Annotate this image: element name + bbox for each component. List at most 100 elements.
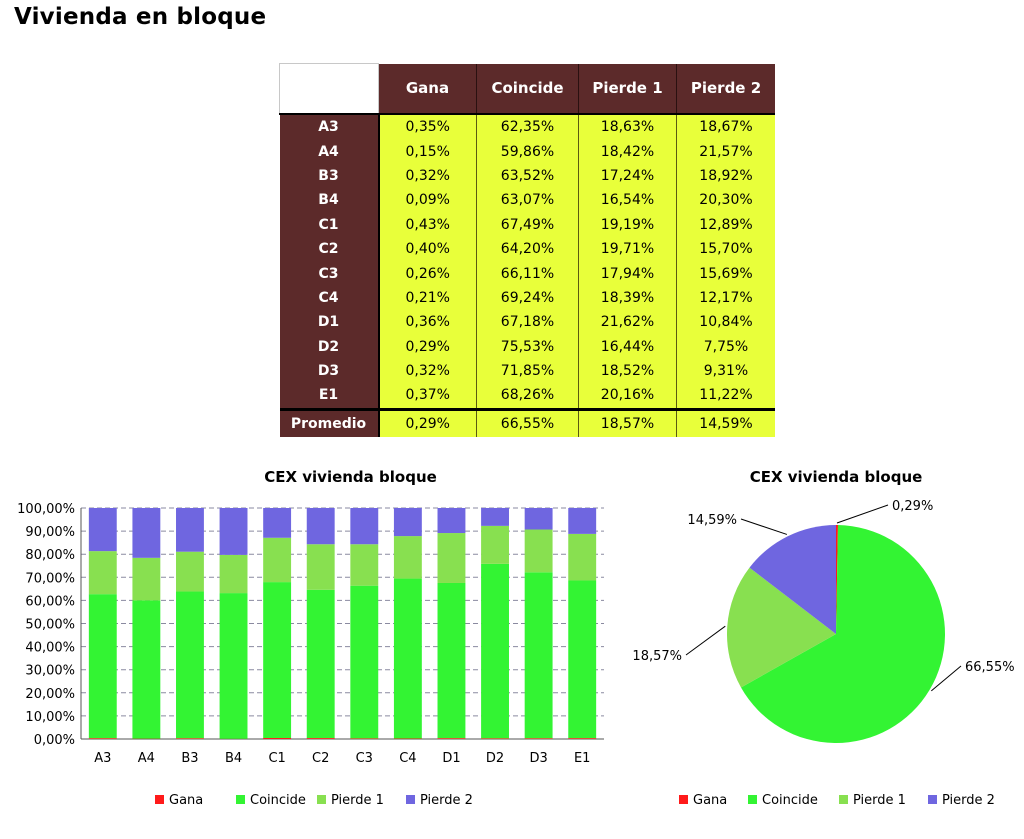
legend-label: Pierde 2 bbox=[942, 793, 995, 808]
row-label: C1 bbox=[279, 212, 380, 237]
legend-label: Gana bbox=[693, 793, 727, 808]
bar-chart-title: CEX vivienda bloque bbox=[264, 468, 437, 486]
table-footer-row: Promedio 0,29% 66,55% 18,57% 14,59% bbox=[279, 407, 775, 437]
x-tick-label: C1 bbox=[268, 751, 285, 766]
bar-pierde-1 bbox=[393, 536, 422, 579]
table-cell: 18,57% bbox=[578, 407, 677, 437]
x-tick-label: B3 bbox=[181, 751, 198, 766]
row-label: C3 bbox=[279, 261, 380, 286]
table-cell: 20,16% bbox=[578, 383, 677, 410]
table-cell: 21,57% bbox=[676, 139, 775, 164]
row-label: A3 bbox=[279, 112, 380, 140]
pie-leader-line bbox=[836, 504, 889, 524]
x-tick-label: C4 bbox=[399, 751, 416, 766]
x-tick-label: A4 bbox=[138, 751, 155, 766]
bar-coincide bbox=[524, 572, 553, 739]
bar-pierde-1 bbox=[350, 544, 379, 586]
table-cell: 67,18% bbox=[476, 310, 579, 335]
bar-pierde-2 bbox=[306, 507, 335, 545]
table-cell: 7,75% bbox=[676, 334, 775, 359]
y-tick-label: 40,00% bbox=[25, 641, 75, 656]
table-cell: 0,32% bbox=[378, 163, 477, 189]
row-label: D3 bbox=[279, 358, 380, 384]
y-tick-label: 10,00% bbox=[25, 710, 75, 725]
table-cell: 0,35% bbox=[378, 112, 477, 140]
row-label: B4 bbox=[279, 188, 380, 213]
table-cell: 15,69% bbox=[676, 261, 775, 286]
x-tick-label: E1 bbox=[574, 751, 591, 766]
legend-label: Coincide bbox=[762, 793, 818, 808]
x-tick-label: D2 bbox=[486, 751, 504, 766]
x-tick-label: C3 bbox=[356, 751, 373, 766]
row-label: D1 bbox=[279, 310, 380, 335]
legend-label: Gana bbox=[169, 793, 203, 808]
bar-gana bbox=[568, 738, 597, 739]
legend-swatch-pierde-2 bbox=[406, 795, 415, 804]
bar-coincide bbox=[88, 594, 117, 739]
table-cell: 17,94% bbox=[578, 261, 677, 286]
bar-pierde-2 bbox=[263, 508, 292, 538]
page-title: Vivienda en bloque bbox=[14, 4, 267, 30]
table-body: A3 0,35% 62,35% 18,63% 18,67% A4 0,15% 59,86% 18… bbox=[279, 112, 775, 410]
legend-swatch-coincide bbox=[236, 795, 245, 804]
table-row: C3 0,26% 66,11% 17,94% 15,69% bbox=[279, 261, 775, 286]
x-tick-label: C2 bbox=[312, 751, 329, 766]
legend-label: Pierde 2 bbox=[420, 793, 473, 808]
x-tick-label: D1 bbox=[442, 751, 460, 766]
table-row: A4 0,15% 59,86% 18,42% 21,57% bbox=[279, 139, 775, 164]
pie-chart: CEX vivienda bloque 0,29% 66,55% 18,57% 14,5… bbox=[632, 468, 1014, 808]
pie-leader-line bbox=[740, 518, 788, 535]
legend-swatch-pierde-1 bbox=[839, 795, 848, 804]
table-cell: 0,15% bbox=[378, 139, 477, 164]
table-cell: 66,55% bbox=[476, 407, 579, 437]
row-label: D2 bbox=[279, 334, 380, 359]
table-cell: 69,24% bbox=[476, 285, 579, 311]
x-tick-label: B4 bbox=[225, 751, 242, 766]
y-tick-label: 80,00% bbox=[25, 548, 75, 563]
pie-slice-pierde-1 bbox=[727, 567, 836, 688]
legend-swatch-pierde-2 bbox=[928, 795, 937, 804]
table-cell: 15,70% bbox=[676, 236, 775, 262]
table-cell: 12,17% bbox=[676, 285, 775, 311]
bar-coincide bbox=[568, 580, 597, 739]
bar-pierde-1 bbox=[132, 557, 161, 601]
bar-pierde-2 bbox=[437, 508, 466, 534]
pie-slice-coincide bbox=[741, 525, 945, 743]
table-row: B4 0,09% 63,07% 16,54% 20,30% bbox=[279, 188, 775, 213]
table-cell: 67,49% bbox=[476, 212, 579, 237]
bar-pierde-1 bbox=[263, 537, 292, 583]
bar-pierde-2 bbox=[481, 507, 509, 526]
table-cell: 19,19% bbox=[578, 212, 677, 237]
bar-pierde-2 bbox=[568, 507, 597, 534]
table-cell: 18,42% bbox=[578, 139, 677, 164]
bar-gana bbox=[263, 738, 292, 739]
legend-swatch-gana bbox=[679, 795, 688, 804]
bar-gana bbox=[306, 738, 335, 739]
table-cell: 21,62% bbox=[578, 310, 677, 335]
bar-coincide bbox=[306, 589, 335, 739]
bar-coincide bbox=[350, 585, 379, 739]
table-cell: 0,26% bbox=[378, 261, 477, 286]
y-tick-label: 30,00% bbox=[25, 664, 75, 679]
table-cell: 11,22% bbox=[676, 383, 775, 410]
x-tick-label: D3 bbox=[529, 751, 547, 766]
bar-pierde-2 bbox=[132, 508, 161, 558]
table-cell: 18,52% bbox=[578, 358, 677, 384]
bar-coincide bbox=[132, 600, 161, 739]
row-label: E1 bbox=[279, 383, 380, 410]
table-row: E1 0,37% 68,26% 20,16% 11,22% bbox=[279, 383, 775, 410]
table-cell: 0,37% bbox=[378, 383, 477, 410]
bar-coincide bbox=[437, 582, 466, 739]
pie-data-label: 14,59% bbox=[687, 513, 737, 528]
bar-pierde-1 bbox=[306, 544, 335, 590]
legend-label: Pierde 1 bbox=[853, 793, 906, 808]
bar-coincide bbox=[263, 582, 292, 739]
legend-swatch-pierde-1 bbox=[317, 795, 326, 804]
table-cell: 0,40% bbox=[378, 236, 477, 262]
bar-pierde-2 bbox=[219, 508, 248, 555]
stacked-bar-chart: CEX vivienda bloque 0,00% 10,00% 20,00% 30,0… bbox=[17, 468, 604, 808]
bar-coincide bbox=[481, 563, 509, 739]
table-cell: 14,59% bbox=[676, 407, 775, 437]
y-tick-label: 0,00% bbox=[34, 733, 75, 748]
bar-pierde-1 bbox=[481, 525, 509, 564]
